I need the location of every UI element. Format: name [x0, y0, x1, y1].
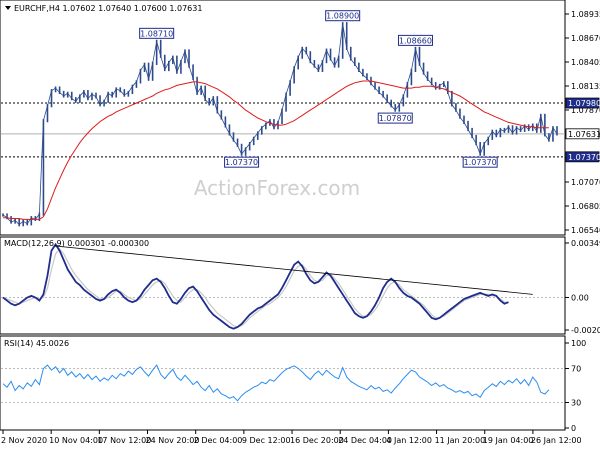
price-annotation-label: 1.08900: [326, 12, 359, 21]
price-level-tag: [565, 151, 600, 163]
price-panel-title: EURCHF,H4 1.07602 1.07640 1.07600 1.0763…: [14, 4, 202, 13]
rsi-axis-tick-label: 30: [571, 399, 581, 408]
time-axis-tick-label: 24 Nov 20:00: [146, 436, 200, 445]
time-axis-tick-label: 9 Dec 12:00: [242, 436, 291, 445]
rsi-axis-tick-label: 0: [571, 424, 576, 433]
rsi-axis-tick-label: 70: [571, 365, 581, 374]
time-axis-tick-label: 19 Jan 04:00: [483, 436, 534, 445]
price-annotation-box: [224, 156, 260, 168]
macd-axis-tick-label: -0.002083: [571, 326, 600, 335]
price-level-tag-label: 1.07631: [568, 130, 600, 139]
rsi-panel: 100 70 30 0 RSI(14) 45.0026: [0, 335, 586, 433]
price-axis-tick-label: 1.06805: [571, 202, 600, 211]
price-annotation-label: 1.07870: [379, 114, 412, 123]
price-levels: [1, 102, 565, 158]
macd-trendline: [55, 245, 533, 295]
price-y-axis: 1.08935 1.08670 1.08405 1.08135 1.07870 1.076…: [565, 10, 600, 235]
time-axis-tick-label: 16 Dec 20:00: [290, 436, 344, 445]
price-axis-tick-label: 1.08405: [571, 58, 600, 67]
price-level-tag: [565, 128, 600, 140]
macd-panel: 0.00349 0.00 -0.002083 MACD(12,26,9) 0.000…: [0, 236, 600, 335]
price-annotations: 1.08710 1.08900 1.08660 1.07870 1.07370 1.073…: [139, 10, 498, 168]
price-series-line: [2, 23, 558, 226]
time-axis-tick-label: 2 Dec 04:00: [194, 436, 243, 445]
price-annotation-box: [325, 10, 361, 22]
time-axis-tick-label: 10 Nov 04:00: [49, 436, 103, 445]
macd-series: [2, 242, 533, 330]
price-level-tag-label: 1.07370: [568, 153, 600, 162]
macd-line: [2, 242, 509, 330]
rsi-line: [2, 364, 550, 402]
price-annotation-label: 1.07370: [464, 158, 497, 167]
price-level-tag: [565, 97, 600, 109]
time-axis-tick-label: 17 Nov 12:00: [97, 436, 151, 445]
macd-axis-tick-label: 0.00349: [571, 239, 600, 248]
price-axis-tick-label: 1.08670: [571, 34, 600, 43]
price-axis-tick-label: 1.07070: [571, 178, 600, 187]
price-annotation-label: 1.08710: [140, 29, 173, 38]
price-annotation-label: 1.08660: [399, 36, 432, 45]
price-annotation-box: [462, 156, 498, 168]
rsi-panel-title: RSI(14) 45.0026: [4, 339, 69, 348]
rsi-y-axis: 100 70 30 0: [565, 339, 586, 433]
price-annotation-box: [377, 112, 413, 124]
price-annotation-box: [139, 27, 175, 39]
rsi-series: [2, 364, 550, 402]
price-panel: ActionForex.com 1.087101.089001.086601.0…: [0, 0, 600, 236]
time-axis-tick-label: 2 Nov 2020: [1, 436, 47, 445]
moving-average-line: [3, 80, 549, 220]
price-annotation-label: 1.07370: [225, 158, 258, 167]
price-axis-tick-label: 1.07870: [571, 106, 600, 115]
panel-collapse-icon[interactable]: [5, 6, 11, 10]
rsi-axis-tick-label: 100: [571, 339, 586, 348]
signal-line: [2, 248, 509, 328]
time-axis-tick-label: 24 Dec 04:00: [338, 436, 392, 445]
time-axis-tick-label: 26 Jan 12:00: [531, 436, 582, 445]
price-level-tag-label: 1.07980: [568, 99, 600, 108]
macd-y-axis: 0.00349 0.00 -0.002083: [565, 239, 600, 335]
price-axis-tick-label: 1.08135: [571, 82, 600, 91]
price-axis-tick-label: 1.06540: [571, 226, 600, 235]
macd-panel-title: MACD(12,26,9) 0.000301 -0.000300: [4, 239, 149, 248]
price-series: [2, 22, 558, 227]
price-axis-tick-label: 1.08935: [571, 10, 600, 19]
price-annotation-box: [397, 34, 433, 46]
watermark: ActionForex.com: [194, 176, 360, 200]
time-axis-tick-label: 4 Jan 12:00: [386, 436, 432, 445]
time-axis-tick-label: 11 Jan 20:00: [435, 436, 486, 445]
macd-axis-tick-label: 0.00: [571, 293, 589, 302]
